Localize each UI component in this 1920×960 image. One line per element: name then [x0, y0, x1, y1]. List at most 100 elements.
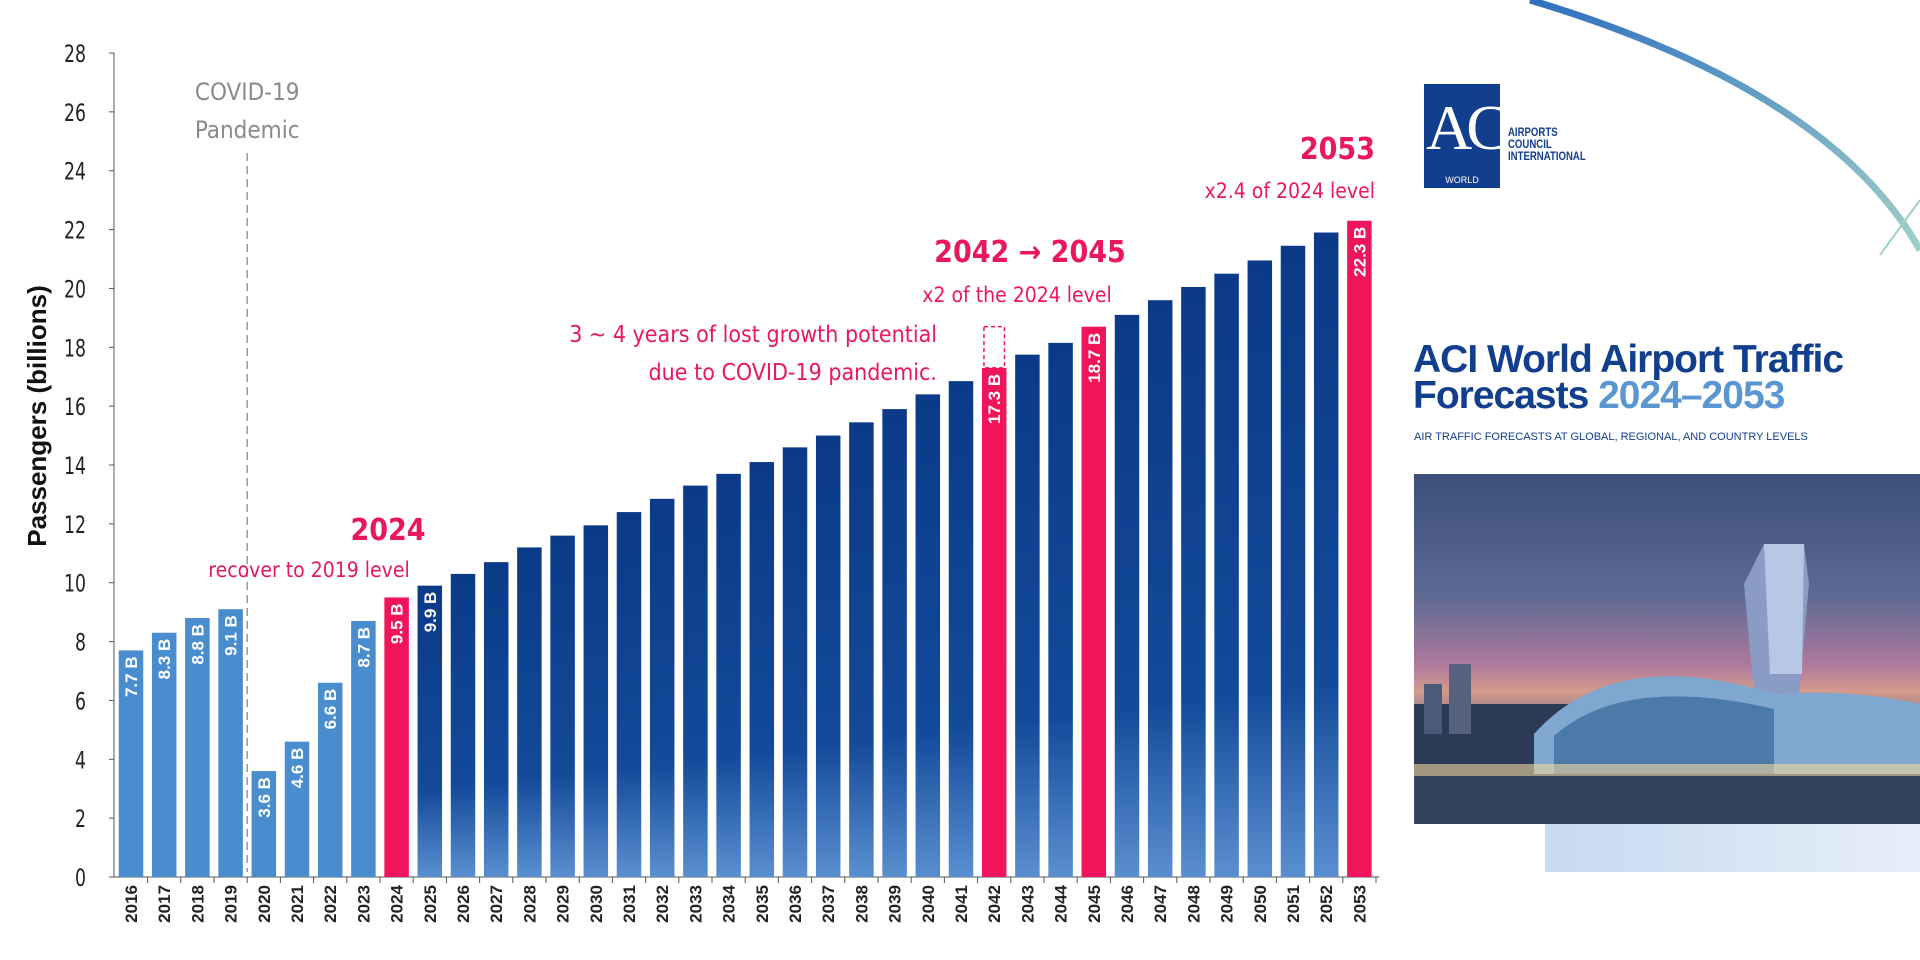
x-tick-label: 2053 [1350, 885, 1369, 923]
x-tick-label: 2031 [620, 885, 639, 923]
bar-2045 [1081, 326, 1107, 878]
bar-2016 [118, 650, 144, 877]
x-tick-label: 2016 [122, 885, 141, 923]
logo-line: AIRPORTS [1508, 125, 1558, 139]
lost-growth-box [983, 325, 1006, 369]
logo-text: AIRPORTS COUNCIL INTERNATIONAL [1508, 126, 1586, 162]
x-tick-label: 2026 [454, 885, 473, 923]
aci-logo: ACI WORLD [1424, 84, 1524, 188]
decorative-arc [1528, 0, 1920, 252]
bar-2030 [583, 525, 609, 877]
bar-2028 [517, 547, 542, 877]
bar-2044 [1048, 342, 1073, 877]
data-label-2045: 18.7 B [1085, 333, 1104, 383]
bar-2036 [782, 447, 808, 877]
decorative-arc-2 [1879, 199, 1920, 256]
data-label-2019: 9.1 B [222, 615, 241, 656]
x-tick-label: 2023 [354, 885, 373, 923]
data-label-2021: 4.6 B [288, 748, 307, 789]
x-tick-label: 2025 [421, 885, 440, 923]
report-title-years: 2024–2053 [1598, 374, 1785, 417]
x-tick-label: 2035 [753, 885, 772, 923]
x-tick-label: 2046 [1118, 885, 1137, 923]
bar-2035 [749, 462, 775, 877]
y-tick-label: 20 [64, 276, 86, 304]
x-tick-label: 2037 [819, 885, 838, 923]
x-tick-label: 2049 [1218, 885, 1237, 923]
data-label-2016: 7.7 B [122, 656, 141, 697]
logo-line: INTERNATIONAL [1508, 149, 1586, 163]
recover-text: recover to 2019 level [208, 558, 409, 582]
bar-2048 [1181, 286, 1206, 877]
x-tick-label: 2047 [1151, 885, 1170, 923]
bar-2043 [1015, 354, 1040, 878]
bar-2034 [716, 473, 741, 877]
bar-2023 [351, 620, 376, 877]
data-label-2025: 9.9 B [421, 592, 440, 633]
y-tick-label: 12 [64, 512, 86, 540]
bar-2041 [948, 381, 974, 877]
x-tick-label: 2040 [919, 885, 938, 923]
bar-2027 [483, 562, 509, 877]
x-tick-label: 2022 [321, 885, 340, 923]
x-tick-label: 2050 [1251, 885, 1270, 923]
recover-year: 2024 [350, 513, 425, 548]
bar-2017 [151, 632, 177, 877]
y-tick-label: 26 [64, 100, 86, 128]
x-tick-label: 2019 [222, 885, 241, 923]
x-tick-label: 2051 [1284, 885, 1303, 923]
x-tick-label: 2029 [554, 885, 573, 923]
x-tick-label: 2027 [487, 885, 506, 923]
end-text: x2.4 of 2024 level [1205, 179, 1375, 203]
lost-growth-text: 3 ~ 4 years of lost growth potential [569, 322, 937, 348]
y-tick-label: 6 [75, 688, 86, 716]
bar-2038 [849, 422, 874, 877]
report-subtitle: AIR TRAFFIC FORECASTS AT GLOBAL, REGIONA… [1414, 431, 1808, 443]
x-tick-label: 2044 [1052, 884, 1071, 922]
x-tick-label: 2032 [653, 885, 672, 923]
bar-2042 [981, 367, 1007, 877]
cover-band [1545, 824, 1920, 872]
y-tick-label: 22 [64, 218, 86, 246]
bar-2050 [1247, 260, 1273, 877]
double-title: 2042 → 2045 [934, 235, 1126, 270]
bar-2047 [1147, 300, 1173, 877]
bar-2024 [384, 597, 409, 877]
x-tick-label: 2017 [155, 885, 174, 923]
y-tick-label: 8 [75, 630, 86, 658]
bar-2031 [616, 512, 642, 877]
bar-2029 [550, 535, 575, 877]
bar-2037 [815, 435, 841, 877]
logo-world: WORLD [1445, 175, 1479, 185]
end-title: 2053 [1300, 132, 1375, 167]
double-text: x2 of the 2024 level [922, 283, 1111, 307]
x-tick-label: 2024 [388, 884, 407, 922]
bar-2026 [450, 573, 476, 877]
data-label-2018: 8.8 B [188, 624, 207, 665]
data-label-2017: 8.3 B [155, 639, 174, 680]
lost-growth-text: due to COVID-19 pandemic. [649, 360, 937, 386]
x-tick-label: 2042 [985, 885, 1004, 923]
bar-2051 [1280, 245, 1306, 877]
x-tick-label: 2030 [587, 885, 606, 923]
data-label-2020: 3.6 B [255, 777, 274, 818]
x-tick-label: 2048 [1184, 885, 1203, 923]
covid-label: Pandemic [195, 116, 300, 144]
y-tick-label: 14 [64, 453, 86, 481]
report-title-line2: Forecasts [1413, 374, 1589, 417]
x-tick-label: 2033 [686, 885, 705, 923]
data-label-2024: 9.5 B [388, 603, 407, 644]
y-axis-label: Passengers (billions) [22, 285, 52, 547]
bar-2049 [1214, 273, 1239, 877]
data-label-2022: 6.6 B [321, 689, 340, 730]
x-tick-label: 2020 [255, 885, 274, 923]
data-label-2053: 22.3 B [1350, 227, 1369, 277]
y-tick-label: 10 [64, 571, 86, 599]
bar-2021 [284, 741, 310, 877]
data-label-2023: 8.7 B [354, 627, 373, 668]
bar-2046 [1114, 314, 1140, 877]
data-label-2042: 17.3 B [985, 374, 1004, 424]
x-tick-label: 2052 [1317, 885, 1336, 923]
bar-2033 [683, 485, 708, 877]
